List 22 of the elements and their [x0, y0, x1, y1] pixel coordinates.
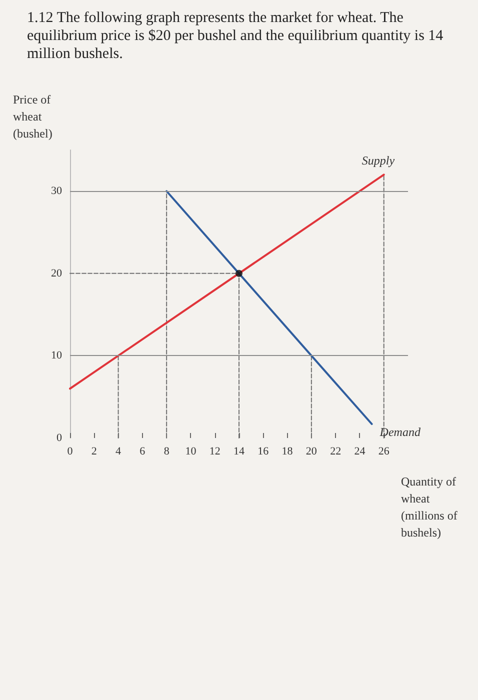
x-tick-label: 14: [234, 446, 245, 458]
chart-title: 1.12 The following graph represents the market for wheat. The equilibrium price is $20 per bushel and the equilibrium quantity is 14 million bushels.: [27, 10, 447, 62]
x-tick-label: 10: [185, 446, 197, 458]
y-tick-label: 10: [51, 350, 62, 362]
x-tick-label: 16: [258, 446, 270, 458]
x-tick-label: 20: [306, 446, 318, 458]
x-tick-label: 2: [91, 446, 97, 458]
x-tick-label: 22: [330, 446, 342, 458]
x-tick-label: 4: [116, 446, 122, 458]
x-tick-label: 0: [67, 446, 74, 458]
x-tick-label: 8: [164, 446, 170, 458]
series-label: Supply: [362, 154, 396, 168]
x-tick-label: 12: [209, 446, 220, 458]
x-tick-label: 18: [282, 446, 294, 458]
y-tick-label: 30: [51, 185, 62, 198]
y-tick-label: 20: [51, 267, 62, 280]
x-axis-title: Quantity of wheat (millions of bushels): [401, 474, 460, 540]
x-tick-label: 6: [140, 446, 146, 458]
x-tick-label: 24: [354, 446, 366, 458]
y-tick-label: 0: [56, 432, 62, 444]
x-tick-label: 26: [378, 446, 390, 458]
y-axis-title: Price of wheat (bushel): [13, 92, 54, 140]
